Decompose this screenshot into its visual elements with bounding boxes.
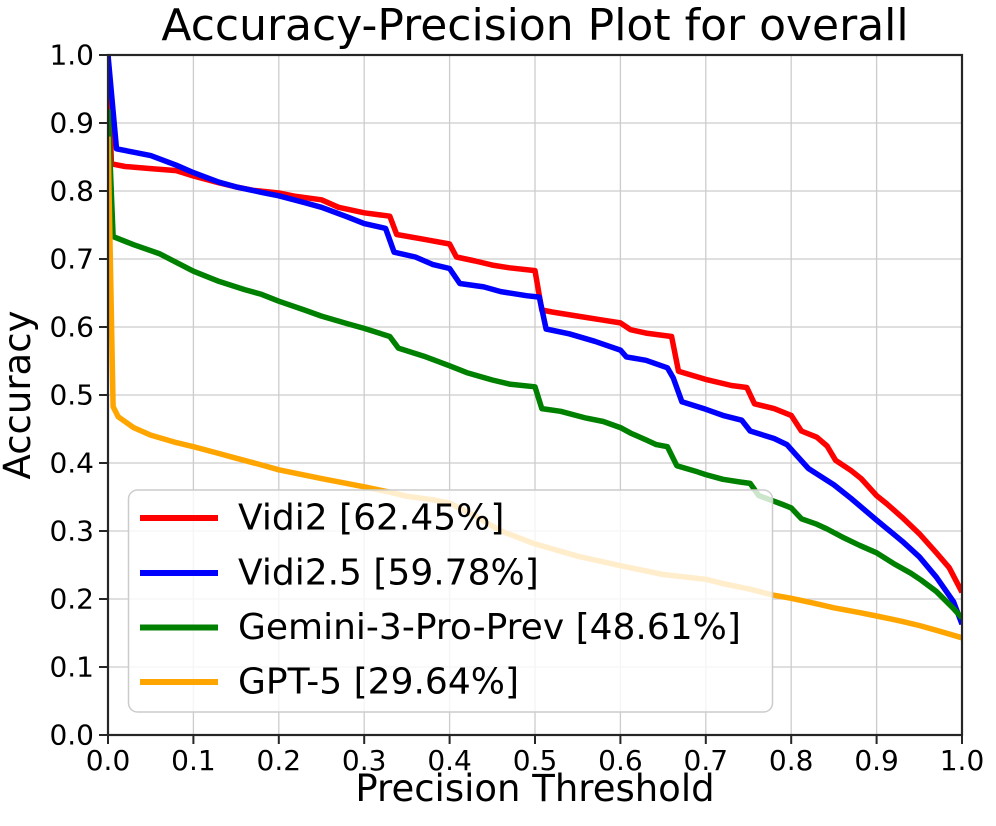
x-tick-label: 0.7 — [684, 744, 729, 777]
series-line-vidi2-5 — [108, 55, 962, 626]
legend-item: Vidi2.5 [59.78%] — [140, 553, 539, 594]
legend-label: Vidi2.5 [59.78%] — [238, 553, 539, 594]
y-tick-label: 0.9 — [49, 107, 94, 140]
x-tick-label: 0.2 — [257, 744, 302, 777]
x-tick-label: 0.8 — [769, 744, 814, 777]
y-tick-label: 0.5 — [49, 379, 94, 412]
x-tick-label: 0.5 — [513, 744, 558, 777]
y-tick-label: 0.2 — [49, 583, 94, 616]
legend-item: GPT-5 [29.64%] — [140, 662, 519, 703]
y-tick-label: 0.1 — [49, 651, 94, 684]
chart-title: Accuracy-Precision Plot for overall — [161, 0, 908, 51]
x-tick-label: 0.0 — [86, 744, 131, 777]
axes-layer: 0.0 0.1 0.2 0.3 0.4 0.5 0.6 0.7 0.8 0.9 1.0 0.0 0.1 0… — [49, 39, 984, 777]
x-tick-label: 0.6 — [598, 744, 643, 777]
y-tick-label: 1.0 — [49, 39, 94, 72]
y-tick-label: 0.6 — [49, 311, 94, 344]
legend-label: Gemini-3-Pro-Prev [48.61%] — [238, 607, 741, 648]
y-tick-label: 0.0 — [49, 719, 94, 752]
x-tick-label: 0.4 — [427, 744, 472, 777]
legend-label: GPT-5 [29.64%] — [238, 662, 519, 703]
x-tick-label: 0.3 — [342, 744, 387, 777]
x-tick-label: 0.1 — [171, 744, 216, 777]
legend-item: Vidi2 [62.45%] — [140, 498, 504, 539]
legend-label: Vidi2 [62.45%] — [238, 498, 504, 539]
y-tick-label: 0.8 — [49, 175, 94, 208]
legend: Vidi2 [62.45%] Vidi2.5 [59.78%] Gemini-3-P… — [127, 489, 774, 713]
x-tick-label: 1.0 — [940, 744, 985, 777]
x-axis-label: Precision Threshold — [355, 767, 714, 810]
y-tick-label: 0.4 — [49, 447, 94, 480]
x-tick-label: 0.9 — [854, 744, 899, 777]
legend-box — [127, 489, 774, 713]
legend-item: Gemini-3-Pro-Prev [48.61%] — [140, 607, 741, 648]
series-line-gemini-3-pro-prev — [108, 109, 962, 620]
y-tick-label: 0.7 — [49, 243, 94, 276]
y-tick-label: 0.3 — [49, 515, 94, 548]
y-axis-label: Accuracy — [0, 311, 39, 480]
